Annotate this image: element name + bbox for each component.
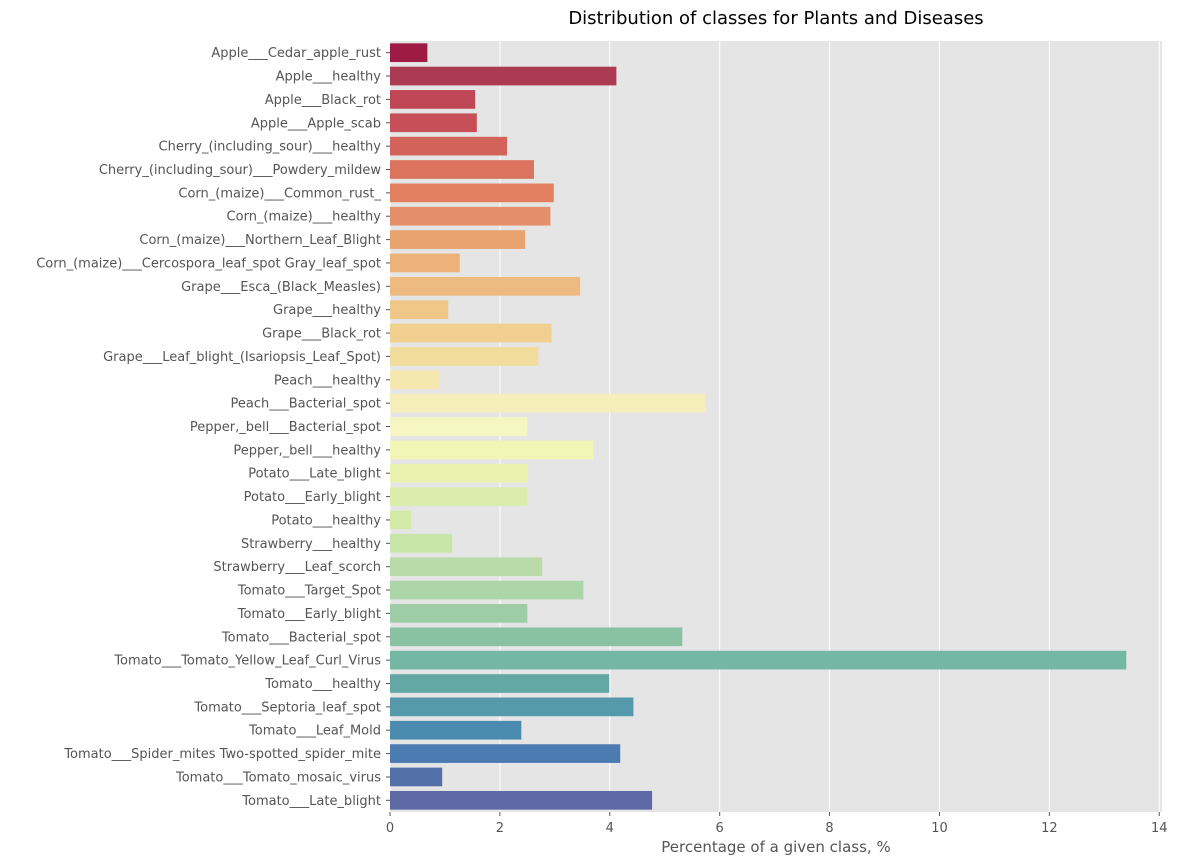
bar <box>390 674 610 693</box>
y-tick-label: Tomato___Target_Spot <box>237 584 381 599</box>
x-axis-label: Percentage of a given class, % <box>661 838 890 856</box>
bar <box>390 230 526 249</box>
y-tick-label: Cherry_(including_sour)___healthy <box>159 140 382 155</box>
bar <box>390 487 528 506</box>
bar <box>390 767 443 787</box>
bar <box>390 393 706 413</box>
bar <box>390 253 460 273</box>
y-tick-label: Tomato___Spider_mites Two-spotted_spider… <box>63 747 381 762</box>
bar <box>390 160 534 179</box>
bar <box>390 276 581 296</box>
y-tick-label: Tomato___Bacterial_spot <box>221 630 381 645</box>
y-tick-label: Tomato___Late_blight <box>241 794 381 809</box>
y-tick-label: Tomato___Tomato_Yellow_Leaf_Curl_Virus <box>113 654 381 669</box>
bar <box>390 533 453 553</box>
x-tick-label: 4 <box>606 821 614 836</box>
y-tick-labels: Apple___Cedar_apple_rust Apple___healthy A… <box>36 46 390 809</box>
y-tick-label: Tomato___Early_blight <box>237 607 381 622</box>
bar <box>390 790 653 810</box>
bar <box>390 463 528 483</box>
y-tick-label: Corn_(maize)___Cercospora_leaf_spot Gray… <box>36 256 381 271</box>
y-tick-label: Peach___healthy <box>274 373 381 388</box>
y-tick-label: Strawberry___Leaf_scorch <box>213 560 381 575</box>
bar <box>390 627 683 647</box>
bar <box>390 136 508 156</box>
y-tick-label: Potato___Early_blight <box>244 490 381 505</box>
y-tick-label: Apple___Black_rot <box>265 93 381 108</box>
bars-group <box>390 43 1127 810</box>
x-tick-label: 0 <box>386 821 394 836</box>
y-tick-label: Apple___Cedar_apple_rust <box>211 46 381 61</box>
y-tick-label: Grape___Black_rot <box>262 327 381 342</box>
bar <box>390 604 528 623</box>
y-tick-label: Potato___healthy <box>271 513 381 528</box>
y-tick-label: Grape___Esca_(Black_Measles) <box>181 280 381 295</box>
bar <box>390 66 617 86</box>
bar <box>390 650 1127 670</box>
bar <box>390 183 554 203</box>
y-tick-label: Tomato___Septoria_leaf_spot <box>193 700 381 715</box>
bar <box>390 113 477 133</box>
y-tick-label: Pepper,_bell___healthy <box>233 443 381 458</box>
bar <box>390 440 594 460</box>
y-tick-label: Pepper,_bell___Bacterial_spot <box>190 420 381 435</box>
bar <box>390 43 428 63</box>
bar <box>390 510 411 530</box>
y-tick-label: Apple___Apple_scab <box>251 116 381 131</box>
y-tick-label: Corn_(maize)___healthy <box>227 210 382 225</box>
bar <box>390 744 621 763</box>
y-tick-label: Grape___Leaf_blight_(Isariopsis_Leaf_Spo… <box>103 350 381 365</box>
y-tick-label: Tomato___healthy <box>264 677 381 692</box>
bar <box>390 557 543 577</box>
bar <box>390 697 634 717</box>
y-tick-label: Tomato___Leaf_Mold <box>248 724 381 739</box>
y-tick-label: Apple___healthy <box>276 70 382 85</box>
x-tick-label: 6 <box>716 821 724 836</box>
x-tick-label: 10 <box>931 821 948 836</box>
y-tick-label: Strawberry___healthy <box>241 537 381 552</box>
y-tick-label: Tomato___Tomato_mosaic_virus <box>175 770 381 785</box>
y-tick-label: Grape___healthy <box>273 303 381 318</box>
chart-title: Distribution of classes for Plants and D… <box>568 8 983 29</box>
bar <box>390 417 528 436</box>
y-tick-label: Peach___Bacterial_spot <box>231 397 381 412</box>
bar <box>390 323 552 343</box>
bar <box>390 580 584 600</box>
x-tick-labels: 0 2 4 6 8 10 12 14 <box>386 812 1168 836</box>
bar <box>390 300 449 320</box>
x-tick-label: 2 <box>496 821 504 836</box>
x-tick-label: 12 <box>1041 821 1058 836</box>
bar <box>390 370 441 390</box>
y-tick-label: Potato___Late_blight <box>248 467 381 482</box>
y-tick-label: Cherry_(including_sour)___Powdery_mildew <box>99 163 382 178</box>
bar <box>390 720 522 740</box>
y-tick-label: Corn_(maize)___Northern_Leaf_Blight <box>139 233 381 248</box>
x-tick-label: 14 <box>1151 821 1168 836</box>
bar <box>390 206 551 226</box>
x-tick-label: 8 <box>825 821 833 836</box>
bar <box>390 347 539 366</box>
bar <box>390 90 476 109</box>
y-tick-label: Corn_(maize)___Common_rust_ <box>178 186 381 201</box>
